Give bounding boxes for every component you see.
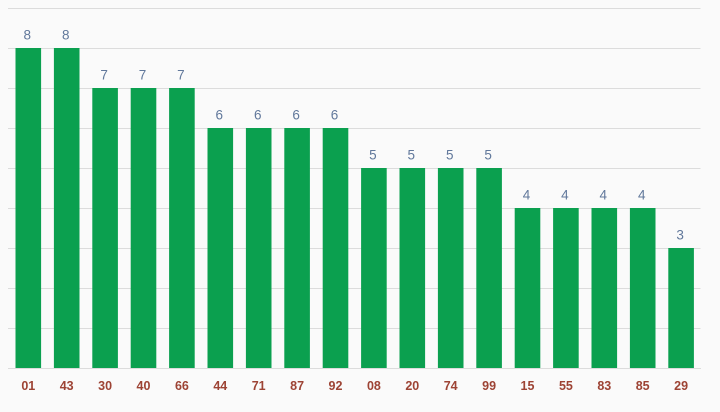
svg-text:6: 6 xyxy=(216,108,224,123)
svg-text:30: 30 xyxy=(98,379,112,393)
svg-text:7: 7 xyxy=(177,68,185,83)
svg-text:01: 01 xyxy=(21,379,35,393)
svg-text:71: 71 xyxy=(252,379,266,393)
svg-text:4: 4 xyxy=(600,188,608,203)
svg-text:6: 6 xyxy=(292,108,300,123)
svg-text:44: 44 xyxy=(213,379,227,393)
svg-text:8: 8 xyxy=(24,28,32,43)
svg-text:92: 92 xyxy=(329,379,343,393)
svg-text:5: 5 xyxy=(484,148,492,163)
svg-text:85: 85 xyxy=(636,379,650,393)
svg-text:74: 74 xyxy=(444,379,458,393)
svg-text:7: 7 xyxy=(100,68,108,83)
svg-text:7: 7 xyxy=(139,68,147,83)
svg-text:5: 5 xyxy=(446,148,454,163)
svg-text:15: 15 xyxy=(521,379,535,393)
svg-text:43: 43 xyxy=(60,379,74,393)
svg-text:66: 66 xyxy=(175,379,189,393)
svg-text:20: 20 xyxy=(405,379,419,393)
svg-text:5: 5 xyxy=(408,148,416,163)
svg-text:4: 4 xyxy=(638,188,646,203)
svg-text:40: 40 xyxy=(137,379,151,393)
svg-text:83: 83 xyxy=(597,379,611,393)
svg-text:4: 4 xyxy=(561,188,569,203)
svg-text:08: 08 xyxy=(367,379,381,393)
svg-text:55: 55 xyxy=(559,379,573,393)
svg-text:6: 6 xyxy=(331,108,339,123)
svg-text:6: 6 xyxy=(254,108,262,123)
svg-text:8: 8 xyxy=(62,28,70,43)
svg-text:5: 5 xyxy=(369,148,377,163)
svg-text:87: 87 xyxy=(290,379,304,393)
svg-text:4: 4 xyxy=(523,188,531,203)
svg-text:29: 29 xyxy=(674,379,688,393)
svg-text:99: 99 xyxy=(482,379,496,393)
svg-text:3: 3 xyxy=(676,228,684,243)
